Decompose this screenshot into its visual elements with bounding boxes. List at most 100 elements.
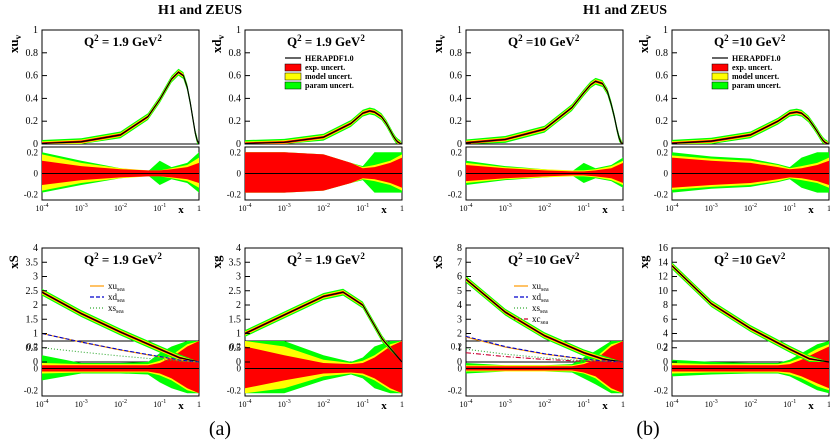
- y-tick-label: 0.6: [26, 71, 39, 82]
- y-axis-label-sub: v: [643, 34, 653, 39]
- x-axis-label: x: [602, 204, 608, 216]
- x-tick-exponent: -3: [507, 399, 512, 405]
- y-tick-label: 2.5: [229, 286, 242, 297]
- y-axis-label: xuv: [430, 34, 447, 53]
- ratio-tick-label: -0.2: [448, 190, 462, 200]
- curve-xd_sea: [41, 332, 200, 363]
- x-tick-label: 10-2: [744, 399, 757, 409]
- legend-sea-sub: sea: [540, 309, 548, 315]
- x-tick-label: 10-1: [577, 399, 590, 409]
- ratio-tick-label: -0.2: [227, 190, 241, 200]
- legend-sea-label: xcsea: [532, 314, 548, 326]
- y-tick-label: 1: [33, 329, 38, 340]
- q2-value: =10 GeV: [729, 34, 782, 49]
- x-tick-exponent: -2: [546, 203, 551, 209]
- q2-value: =10 GeV: [523, 34, 576, 49]
- curve-xc_sea: [465, 352, 624, 363]
- y-tick-label: 2: [457, 329, 462, 340]
- y-axis-label: xuv: [6, 34, 23, 53]
- y-tick-label: 0: [33, 139, 38, 150]
- q2-value: = 1.9 GeV: [302, 34, 361, 49]
- y-tick-label: 0.8: [26, 48, 39, 59]
- x-tick-exponent: -3: [713, 203, 718, 209]
- y-tick-label: 0.6: [656, 71, 669, 82]
- band-param-xg: [672, 262, 829, 362]
- x-tick-label: 10-1: [153, 399, 166, 409]
- x-tick-label: 10-3: [705, 203, 718, 213]
- y-tick-label: 0.2: [229, 116, 242, 127]
- x-tick-exponent: -1: [791, 203, 796, 209]
- q2-title: Q2 = 1.9 GeV2: [84, 33, 162, 49]
- q2-sup: 2: [518, 33, 523, 43]
- y-tick-label: 0: [236, 357, 241, 368]
- y-tick-label: 6: [663, 314, 668, 325]
- y-tick-label: 4: [33, 243, 38, 254]
- x-tick-exponent: -3: [286, 203, 291, 209]
- x-axis-label: x: [381, 204, 387, 216]
- x-axis-label: x: [178, 204, 184, 216]
- x-tick-exponent: -1: [585, 203, 590, 209]
- y-tick-label: 1: [457, 25, 462, 36]
- x-tick-label: 10-2: [538, 203, 551, 213]
- y-tick-label: 0.4: [229, 93, 242, 104]
- y-axis-label: xg: [209, 255, 224, 269]
- x-tick-exponent: -1: [161, 203, 166, 209]
- x-axis-label: x: [178, 400, 184, 412]
- ratio-tick-label: 0.2: [451, 342, 462, 352]
- main-frame: [244, 29, 403, 145]
- legend-sea-sub: sea: [541, 320, 549, 326]
- q2-title: Q2 =10 GeV2: [714, 33, 786, 49]
- band-param-xg: [245, 288, 402, 362]
- y-axis-label: xdv: [209, 34, 226, 53]
- ratio-tick-label: -0.2: [654, 190, 668, 200]
- q2-value: =10 GeV: [523, 252, 576, 267]
- y-tick-label: 0.4: [656, 93, 669, 104]
- x-tick-exponent: -2: [122, 203, 127, 209]
- x-tick-label: 10-4: [460, 203, 473, 213]
- curve-xS: [41, 291, 200, 363]
- x-tick-exponent: -4: [247, 203, 252, 209]
- curve-xd_v: [671, 111, 830, 145]
- x-tick-exponent: -3: [83, 203, 88, 209]
- ratio-tick-label: -0.2: [24, 190, 38, 200]
- y-axis-label: xg: [636, 255, 651, 269]
- q2-unit-sup: 2: [781, 251, 786, 261]
- x-tick-label: 10-4: [239, 203, 252, 213]
- q2-title: Q2 = 1.9 GeV2: [287, 251, 365, 267]
- q2-unit-sup: 2: [575, 251, 580, 261]
- x-tick-exponent: -1: [364, 203, 369, 209]
- x-axis-label: x: [808, 400, 814, 412]
- chart-panel-5: 0.2 0 -0.2 0 0.5 1 1.5 2 2.5 3 3.5 4 xg Q2 = 1.9 GeV2…: [209, 243, 404, 412]
- y-tick-label: 0.2: [656, 116, 669, 127]
- y-axis-label-sub: v: [437, 34, 447, 39]
- x-tick-label: 10-2: [317, 399, 330, 409]
- y-tick-label: 0: [457, 357, 462, 368]
- x-tick-label: 10-4: [36, 399, 49, 409]
- y-tick-label: 4: [457, 300, 462, 311]
- group-title-a: H1 and ZEUS: [158, 3, 242, 18]
- x-tick-exponent: -3: [83, 399, 88, 405]
- curve-xS: [465, 278, 624, 363]
- ratio-band-exp: [466, 341, 623, 394]
- x-tick-exponent: -4: [674, 399, 679, 405]
- x-tick-label: 10-4: [239, 399, 252, 409]
- x-tick-label: 10-3: [705, 399, 718, 409]
- y-tick-label: 4: [236, 243, 241, 254]
- legend-swatch: [711, 72, 729, 81]
- y-tick-label: 0.2: [450, 116, 463, 127]
- band-model-xd_v: [672, 110, 829, 144]
- y-tick-label: 0.4: [26, 93, 39, 104]
- x-tick-label: 1: [827, 204, 830, 213]
- legend-item: param uncert.: [732, 81, 781, 90]
- x-tick-exponent: -3: [507, 203, 512, 209]
- x-tick-label: 10-4: [666, 203, 679, 213]
- legend-item: model uncert.: [305, 72, 352, 81]
- legend-swatch: [711, 63, 729, 72]
- q2-unit-sup: 2: [157, 33, 162, 43]
- ratio-band-exp: [42, 160, 199, 185]
- x-tick-label: 10-1: [356, 203, 369, 213]
- q2-unit-sup: 2: [157, 251, 162, 261]
